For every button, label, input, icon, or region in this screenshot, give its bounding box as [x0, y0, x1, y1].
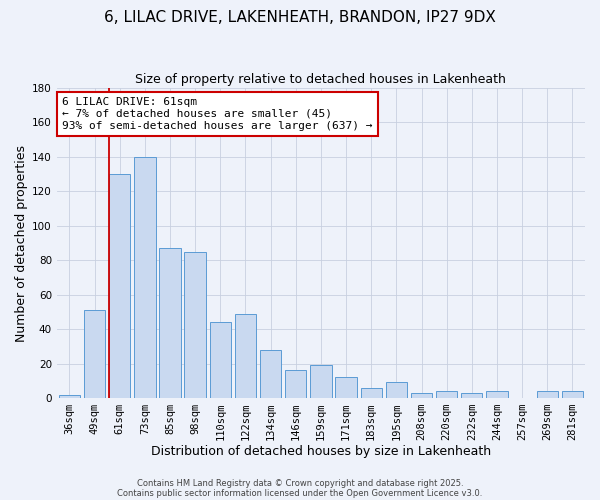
Bar [209, 322, 231, 398]
Text: Contains public sector information licensed under the Open Government Licence v3: Contains public sector information licen… [118, 488, 482, 498]
Bar [386, 382, 407, 398]
Title: Size of property relative to detached houses in Lakenheath: Size of property relative to detached ho… [136, 72, 506, 86]
Bar [235, 314, 256, 398]
Bar [84, 310, 105, 398]
Bar [59, 394, 80, 398]
Y-axis label: Number of detached properties: Number of detached properties [15, 144, 28, 342]
Bar [461, 393, 482, 398]
Bar [436, 391, 457, 398]
Bar [184, 252, 206, 398]
Bar [411, 393, 432, 398]
Text: 6, LILAC DRIVE, LAKENHEATH, BRANDON, IP27 9DX: 6, LILAC DRIVE, LAKENHEATH, BRANDON, IP2… [104, 10, 496, 25]
Bar [486, 391, 508, 398]
Bar [260, 350, 281, 398]
Text: Contains HM Land Registry data © Crown copyright and database right 2025.: Contains HM Land Registry data © Crown c… [137, 478, 463, 488]
Text: 6 LILAC DRIVE: 61sqm
← 7% of detached houses are smaller (45)
93% of semi-detach: 6 LILAC DRIVE: 61sqm ← 7% of detached ho… [62, 98, 373, 130]
Bar [536, 391, 558, 398]
Bar [109, 174, 130, 398]
Bar [562, 391, 583, 398]
Bar [335, 378, 357, 398]
Bar [285, 370, 307, 398]
Bar [159, 248, 181, 398]
X-axis label: Distribution of detached houses by size in Lakenheath: Distribution of detached houses by size … [151, 444, 491, 458]
Bar [361, 388, 382, 398]
Bar [310, 366, 332, 398]
Bar [134, 157, 155, 398]
